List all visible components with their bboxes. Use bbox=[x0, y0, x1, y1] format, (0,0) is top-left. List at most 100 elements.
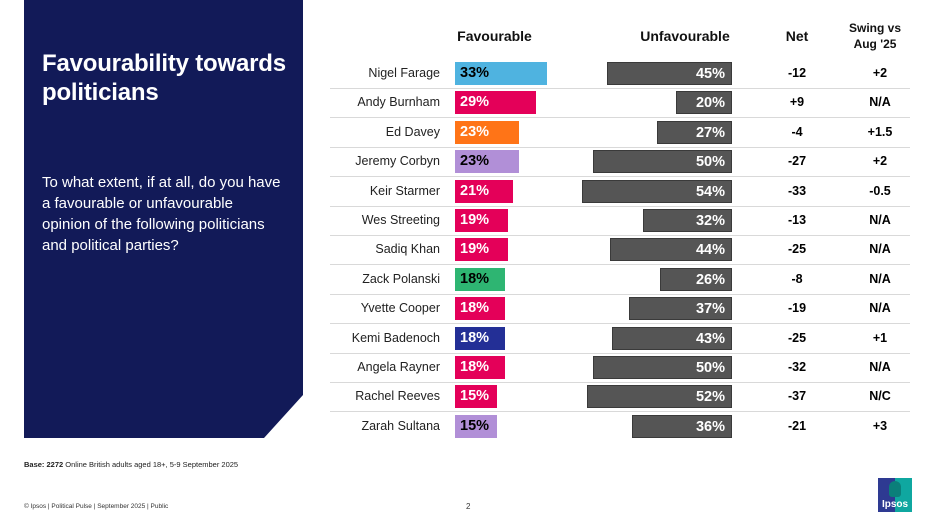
table-row: Kemi Badenoch 18% 43% -25 +1 bbox=[330, 324, 910, 353]
row-divider bbox=[330, 323, 910, 325]
favourable-bar: 18% bbox=[455, 356, 506, 379]
favourable-bar: 33% bbox=[455, 62, 547, 85]
row-divider bbox=[330, 352, 910, 354]
politician-name: Yvette Cooper bbox=[360, 301, 440, 316]
favourable-bar: 18% bbox=[455, 326, 506, 350]
net-value: -4 bbox=[791, 124, 803, 139]
favourable-bar: 23% bbox=[455, 120, 519, 144]
unfavourable-label: 50% bbox=[695, 154, 725, 171]
logo-text: Ipsos bbox=[881, 499, 909, 510]
unfavourable-label: 27% bbox=[695, 124, 725, 141]
politician-name: Andy Burnham bbox=[357, 95, 440, 110]
favourable-bar: 19% bbox=[455, 238, 508, 262]
row-divider bbox=[330, 234, 910, 236]
table-row: Yvette Cooper 18% 37% -19 N/A bbox=[330, 294, 910, 323]
unfavourable-label: 52% bbox=[695, 389, 725, 406]
header-net: Net bbox=[785, 28, 809, 44]
unfavourable-label: 50% bbox=[695, 360, 725, 376]
favourable-label: 23% bbox=[460, 123, 490, 140]
table-row: Keir Starmer 21% 54% -33 -0.5 bbox=[330, 177, 910, 206]
row-divider bbox=[330, 117, 910, 119]
unfavourable-bar: 26% bbox=[659, 267, 732, 291]
unfavourable-bar: 44% bbox=[609, 238, 732, 262]
unfavourable-label: 44% bbox=[695, 242, 725, 259]
favourable-label: 29% bbox=[460, 94, 490, 111]
net-value: -25 bbox=[787, 330, 807, 345]
net-value: -25 bbox=[787, 242, 807, 257]
favourable-bar: 18% bbox=[455, 267, 506, 291]
title-panel: Favourability towards politicians To wha… bbox=[24, 0, 303, 438]
unfavourable-label: 20% bbox=[695, 95, 725, 112]
net-value: -12 bbox=[787, 66, 807, 80]
unfavourable-bar: 43% bbox=[612, 326, 732, 350]
unfavourable-bar: 36% bbox=[631, 414, 732, 438]
politician-name: Ed Davey bbox=[385, 124, 440, 139]
swing-value: +3 bbox=[872, 418, 888, 433]
unfavourable-bar: 50% bbox=[593, 150, 732, 174]
net-value: -19 bbox=[787, 301, 807, 316]
favourable-label: 18% bbox=[460, 300, 490, 317]
logo-head-icon bbox=[889, 481, 901, 497]
header-swing-line2: Aug '25 bbox=[853, 37, 897, 51]
net-value: -27 bbox=[787, 154, 807, 169]
unfavourable-label: 37% bbox=[695, 301, 725, 318]
header-favourable: Favourable bbox=[457, 28, 532, 44]
politician-name: Jeremy Corbyn bbox=[355, 154, 440, 169]
favourable-bar: 18% bbox=[455, 297, 506, 321]
row-divider bbox=[330, 146, 910, 148]
swing-value: N/A bbox=[869, 95, 891, 110]
swing-value: +1.5 bbox=[867, 124, 893, 139]
table-row: Nigel Farage 33% 45% -12 +2 bbox=[330, 59, 910, 88]
swing-value: N/A bbox=[869, 360, 891, 374]
swing-value: +2 bbox=[872, 154, 888, 169]
header-swing: Swing vs Aug '25 bbox=[845, 20, 905, 52]
net-value: -13 bbox=[787, 213, 807, 227]
favourable-label: 18% bbox=[460, 270, 490, 287]
base-note: Base: 2272 Online British adults aged 18… bbox=[24, 460, 238, 469]
politician-name: Wes Streeting bbox=[361, 213, 440, 227]
swing-value: N/A bbox=[869, 213, 891, 227]
unfavourable-bar: 52% bbox=[587, 385, 732, 409]
header-swing-line1: Swing vs bbox=[848, 21, 901, 35]
net-value: -37 bbox=[787, 389, 807, 404]
politician-name: Sadiq Khan bbox=[375, 242, 440, 257]
unfavourable-bar: 20% bbox=[676, 91, 732, 115]
row-divider bbox=[330, 87, 910, 89]
net-value: -32 bbox=[787, 360, 807, 374]
net-value: -33 bbox=[787, 183, 807, 198]
politician-name: Zarah Sultana bbox=[361, 418, 440, 433]
swing-value: N/A bbox=[869, 242, 891, 257]
unfavourable-label: 36% bbox=[695, 418, 725, 435]
row-divider bbox=[330, 205, 910, 207]
favourable-label: 23% bbox=[460, 153, 490, 170]
swing-value: N/A bbox=[869, 301, 891, 316]
favourable-label: 21% bbox=[460, 182, 490, 199]
copyright-footer: © Ipsos | Political Pulse | September 20… bbox=[24, 503, 169, 510]
unfavourable-bar: 32% bbox=[643, 209, 732, 232]
unfavourable-bar: 27% bbox=[656, 120, 732, 144]
swing-value: +1 bbox=[872, 330, 888, 345]
base-text: Online British adults aged 18+, 5-9 Sept… bbox=[63, 460, 239, 469]
row-divider bbox=[330, 293, 910, 295]
politician-name: Rachel Reeves bbox=[355, 389, 440, 404]
favourable-bar: 29% bbox=[455, 91, 536, 115]
swing-value: N/A bbox=[869, 271, 891, 286]
survey-question: To what extent, if at all, do you have a… bbox=[42, 174, 281, 254]
net-value: +9 bbox=[789, 95, 805, 110]
table-row: Andy Burnham 29% 20% +9 N/A bbox=[330, 88, 910, 117]
unfavourable-label: 32% bbox=[695, 213, 725, 229]
table-row: Zarah Sultana 15% 36% -21 +3 bbox=[330, 412, 910, 441]
base-label: Base: 2272 bbox=[24, 460, 64, 469]
favourable-bar: 15% bbox=[455, 414, 497, 438]
row-divider bbox=[330, 381, 910, 383]
politician-name: Zack Polanski bbox=[362, 271, 440, 286]
unfavourable-label: 45% bbox=[695, 66, 725, 82]
unfavourable-bar: 45% bbox=[606, 62, 732, 85]
header-unfavourable: Unfavourable bbox=[640, 28, 730, 44]
politician-name: Keir Starmer bbox=[369, 183, 440, 198]
favourable-bar: 19% bbox=[455, 209, 508, 232]
swing-value: N/C bbox=[869, 389, 891, 404]
favourable-label: 19% bbox=[460, 241, 490, 258]
politician-name: Nigel Farage bbox=[368, 66, 440, 80]
swing-value: -0.5 bbox=[869, 183, 891, 198]
